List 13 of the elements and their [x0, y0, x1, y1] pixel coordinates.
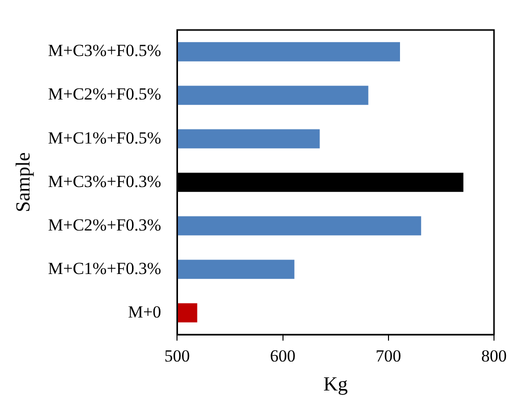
y-axis-title: Sample — [12, 152, 34, 212]
x-tick-label: 800 — [481, 346, 507, 366]
x-axis-title: Kg — [323, 373, 348, 396]
y-tick-label: M+C2%+F0.3% — [48, 215, 162, 234]
y-tick-label: M+C2%+F0.5% — [48, 84, 162, 104]
y-tick-label: M+0 — [128, 302, 162, 322]
y-tick-label: M+C1%+F0.5% — [48, 128, 162, 148]
y-tick-label: M+C1%+F0.3% — [48, 258, 162, 278]
x-tick-label: 700 — [376, 346, 402, 366]
x-tick-label: 600 — [270, 346, 296, 366]
y-tick-label: M+C3%+F0.5% — [48, 41, 162, 60]
y-tick-label: M+C3%+F0.3% — [48, 172, 162, 191]
x-tick-label: 500 — [164, 346, 190, 366]
